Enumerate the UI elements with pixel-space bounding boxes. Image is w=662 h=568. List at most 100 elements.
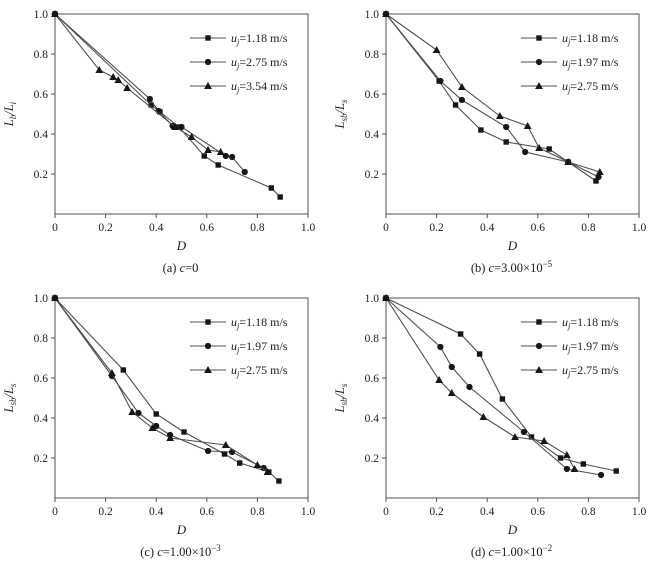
square-marker bbox=[613, 468, 619, 474]
x-axis-label: D bbox=[507, 238, 518, 253]
triangle-marker bbox=[540, 437, 549, 444]
x-tick-label: 0.8 bbox=[581, 506, 596, 518]
subplot-a-caption: (a) c=0 bbox=[0, 258, 331, 278]
y-tick-label: 1.0 bbox=[365, 9, 380, 21]
square-marker bbox=[205, 319, 211, 325]
legend-label: uj=2.75 m/s bbox=[231, 55, 288, 71]
y-tick-label: 0.4 bbox=[34, 129, 49, 141]
y-tick-label: 0.2 bbox=[34, 169, 49, 181]
square-marker bbox=[536, 319, 542, 325]
y-tick-label: 1.0 bbox=[34, 293, 49, 305]
x-tick-label: 0.2 bbox=[429, 506, 444, 518]
x-tick-label: 0.4 bbox=[480, 222, 495, 234]
chart-b-canvas: 0 0.2 0.4 0.6 0.8 1.0 0.2 0.4 0.6 0.8 1.0 D Lsb/Ls uj… bbox=[333, 9, 647, 253]
triangle-marker bbox=[495, 112, 504, 119]
circle-marker bbox=[597, 471, 605, 479]
triangle-marker bbox=[511, 433, 519, 440]
triangle-marker bbox=[95, 66, 104, 73]
y-tick-label: 0.6 bbox=[34, 89, 49, 101]
caption-index: (d) bbox=[470, 545, 489, 559]
series-triangle bbox=[382, 10, 604, 175]
legend-label: uj=2.75 m/s bbox=[231, 363, 288, 379]
caption-index: (b) bbox=[470, 261, 489, 275]
circle-marker bbox=[448, 363, 455, 371]
circle-marker bbox=[204, 342, 212, 350]
legend: uj=1.18 m/s uj=1.97 m/s uj=2.75 m/s bbox=[521, 31, 619, 95]
square-marker bbox=[528, 434, 535, 440]
y-tick-label: 0.8 bbox=[34, 49, 49, 61]
legend-item: uj=2.75 m/s bbox=[521, 363, 619, 379]
triangle-marker bbox=[535, 366, 543, 373]
plot-frame bbox=[385, 297, 640, 499]
circle-marker bbox=[437, 77, 444, 85]
square-marker bbox=[476, 351, 483, 357]
y-tick-label: 0.2 bbox=[365, 453, 380, 465]
triangle-marker bbox=[447, 389, 456, 396]
chart-c-canvas: 0 0.2 0.4 0.6 0.8 1.0 0.2 0.4 0.6 0.8 1.0 D Lsb/Ls uj… bbox=[2, 293, 315, 537]
circle-marker bbox=[595, 173, 602, 181]
x-tick-label: 1.0 bbox=[632, 222, 647, 234]
triangle-marker bbox=[435, 376, 444, 383]
circle-marker bbox=[535, 342, 543, 350]
triangle-marker bbox=[123, 84, 132, 91]
y-axis-label: Lsb/Ls bbox=[333, 99, 349, 129]
y-axis-label: Lsb/Ls bbox=[333, 383, 349, 413]
triangle-marker bbox=[204, 146, 212, 153]
y-tick-label: 0.6 bbox=[365, 89, 380, 101]
triangle-marker bbox=[432, 46, 441, 53]
plot-frame bbox=[385, 13, 640, 215]
series-triangle bbox=[51, 294, 272, 475]
legend: uj=1.18 m/s uj=1.97 m/s uj=2.75 m/s bbox=[521, 315, 619, 379]
axis-ticks: 0 0.2 0.4 0.6 0.8 1.0 0.2 0.4 0.6 0.8 1.0 bbox=[34, 9, 316, 234]
square-marker bbox=[221, 451, 228, 457]
caption-var: c bbox=[488, 545, 495, 559]
x-tick-label: 0 bbox=[383, 506, 389, 518]
square-marker bbox=[536, 35, 542, 41]
x-tick-label: 0.6 bbox=[200, 506, 215, 518]
triangle-marker bbox=[564, 158, 573, 165]
circle-marker bbox=[535, 58, 543, 66]
x-tick-label: 0.2 bbox=[98, 222, 113, 234]
triangle-marker bbox=[187, 133, 196, 140]
subplot-b-caption: (b) c=3.00×10−5 bbox=[331, 258, 662, 278]
x-axis-label: D bbox=[176, 522, 187, 537]
square-marker bbox=[201, 153, 207, 159]
x-tick-label: 0.2 bbox=[98, 506, 113, 518]
caption-index: (c) bbox=[140, 545, 158, 559]
square-marker bbox=[499, 396, 506, 402]
y-tick-label: 0.4 bbox=[34, 413, 49, 425]
triangle-marker bbox=[109, 73, 118, 80]
legend-item: uj=3.54 m/s bbox=[190, 79, 288, 95]
circle-marker bbox=[135, 409, 142, 417]
circle-marker bbox=[437, 343, 444, 351]
triangle-marker bbox=[216, 148, 225, 155]
y-tick-label: 1.0 bbox=[34, 9, 49, 21]
circle-marker bbox=[520, 428, 527, 436]
square-marker bbox=[593, 178, 599, 184]
legend-label: uj=1.97 m/s bbox=[562, 339, 619, 355]
legend-item: uj=1.18 m/s bbox=[190, 315, 288, 331]
subplot-d: 0 0.2 0.4 0.6 0.8 1.0 0.2 0.4 0.6 0.8 1.0 D Lsb/Ls uj… bbox=[331, 284, 662, 568]
subplot-a: 0 0.2 0.4 0.6 0.8 1.0 0.2 0.4 0.6 0.8 1.0 D Lb/Li uj=… bbox=[0, 0, 331, 284]
legend-item: uj=2.75 m/s bbox=[521, 79, 619, 95]
triangle-marker bbox=[204, 366, 212, 373]
legend: uj=1.18 m/s uj=2.75 m/s uj=3.54 m/s bbox=[190, 31, 288, 95]
x-tick-label: 0 bbox=[52, 222, 58, 234]
x-tick-label: 0.6 bbox=[200, 222, 215, 234]
caption-exponent: −2 bbox=[542, 542, 553, 553]
triangle-marker bbox=[570, 465, 579, 472]
square-marker bbox=[557, 455, 564, 461]
triangle-marker bbox=[382, 294, 390, 301]
square-marker bbox=[546, 146, 552, 152]
legend-item: uj=1.18 m/s bbox=[521, 315, 619, 331]
y-tick-label: 0.2 bbox=[365, 169, 380, 181]
caption-value: =0 bbox=[185, 261, 199, 275]
caption-exponent: −5 bbox=[542, 258, 553, 269]
x-tick-label: 0.8 bbox=[250, 222, 265, 234]
series-circle bbox=[51, 10, 248, 176]
circle-marker bbox=[229, 153, 236, 161]
x-tick-label: 0.8 bbox=[250, 506, 265, 518]
triangle-marker bbox=[148, 424, 157, 431]
x-tick-label: 0.4 bbox=[480, 506, 495, 518]
y-tick-label: 0.6 bbox=[365, 373, 380, 385]
